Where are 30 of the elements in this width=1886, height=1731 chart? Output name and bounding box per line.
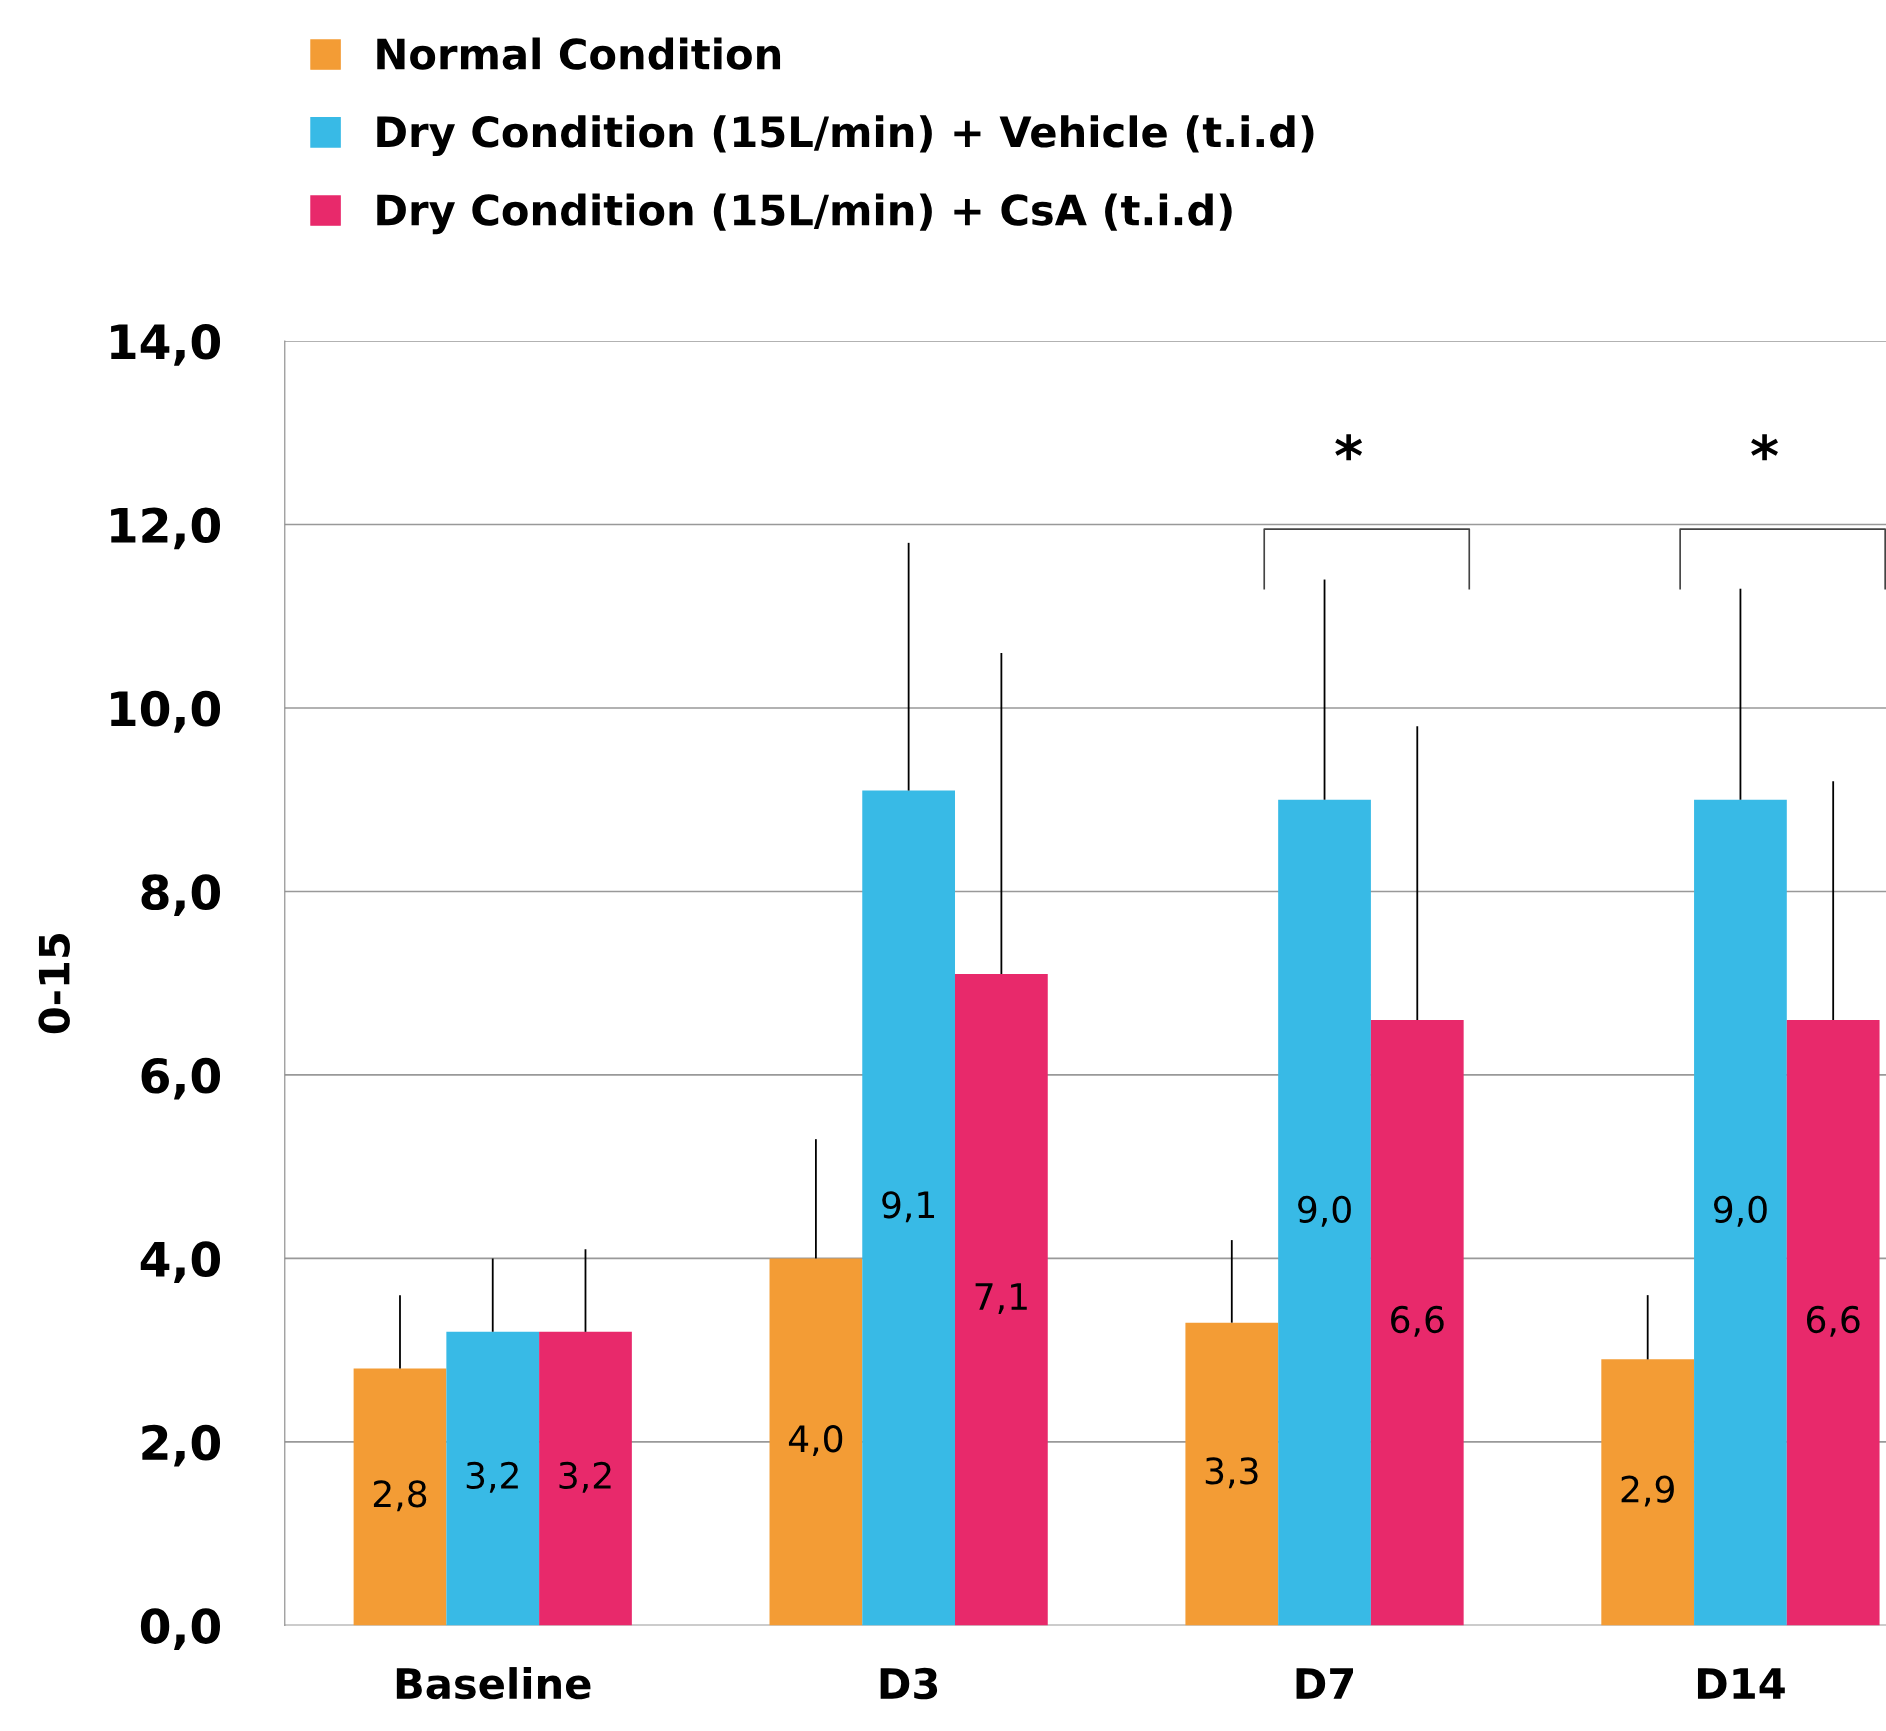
data-label: 3,3 <box>1205 1457 1258 1489</box>
data-label: 7,1 <box>975 1283 1027 1314</box>
y-tick-label: 10,0 <box>111 690 221 733</box>
y-tick-label: 12,0 <box>111 507 221 550</box>
y-tick-label: 4,0 <box>140 1241 221 1284</box>
data-label: 6,6 <box>1806 1305 1860 1337</box>
legend-label: Normal Condition <box>377 37 781 70</box>
x-tick-label: D7 <box>1296 1668 1354 1699</box>
y-tick-label: 14,0 <box>111 323 221 366</box>
legend-label: Dry Condition (15L/min) + Vehicle (t.i.d) <box>377 115 1314 156</box>
x-tick-label: Baseline <box>396 1667 591 1700</box>
legend-label: Dry Condition (15L/min) + CsA (t.i.d) <box>377 193 1232 235</box>
data-label: 2,9 <box>1621 1475 1674 1507</box>
data-label: 2,8 <box>373 1480 427 1512</box>
annotation: * <box>1751 434 1778 461</box>
x-tick-label: D3 <box>880 1667 938 1700</box>
data-label: 9,1 <box>882 1191 935 1223</box>
data-label: 3,2 <box>466 1461 518 1493</box>
data-label: 9,0 <box>1713 1195 1767 1227</box>
annotation: * <box>1335 434 1363 461</box>
x-tick-label: D14 <box>1697 1668 1785 1699</box>
y-tick-label: 2,0 <box>142 1424 221 1467</box>
y-tick-label: 0,0 <box>140 1608 221 1651</box>
data-label: 9,0 <box>1298 1195 1351 1227</box>
y-tick-label: 6,0 <box>141 1057 221 1100</box>
y-tick-label: 8,0 <box>141 874 221 917</box>
y-axis-title: 0-15 <box>38 933 70 1034</box>
data-label: 4,0 <box>788 1425 843 1457</box>
data-label: 3,2 <box>559 1461 611 1493</box>
data-label: 6,6 <box>1391 1305 1444 1337</box>
